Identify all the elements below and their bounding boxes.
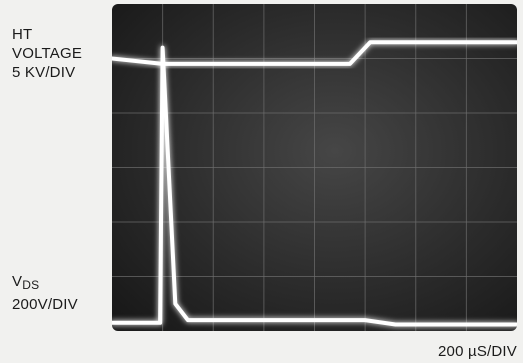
ht-label-line-3: 5 KV/DIV [12,64,76,81]
ht-voltage-trace [112,40,517,66]
vds-name-sub: DS [22,278,40,292]
ht-label-line-2: VOLTAGE [12,45,83,62]
traces [112,40,517,327]
time-scale-label: 200 µS/DIV [437,343,517,360]
oscilloscope-plot [112,4,517,331]
vds-trace [112,45,517,327]
vds-label: VDS 200V/DIV [12,272,78,314]
grid [112,4,517,331]
ht-voltage-label: HT VOLTAGE 5 KV/DIV [12,25,82,82]
vds-name: VDS [12,272,78,295]
vds-name-main: V [12,273,23,290]
oscilloscope-screen [112,4,517,331]
ht-label-line-1: HT [12,26,33,43]
vds-scale: 200V/DIV [12,296,78,313]
